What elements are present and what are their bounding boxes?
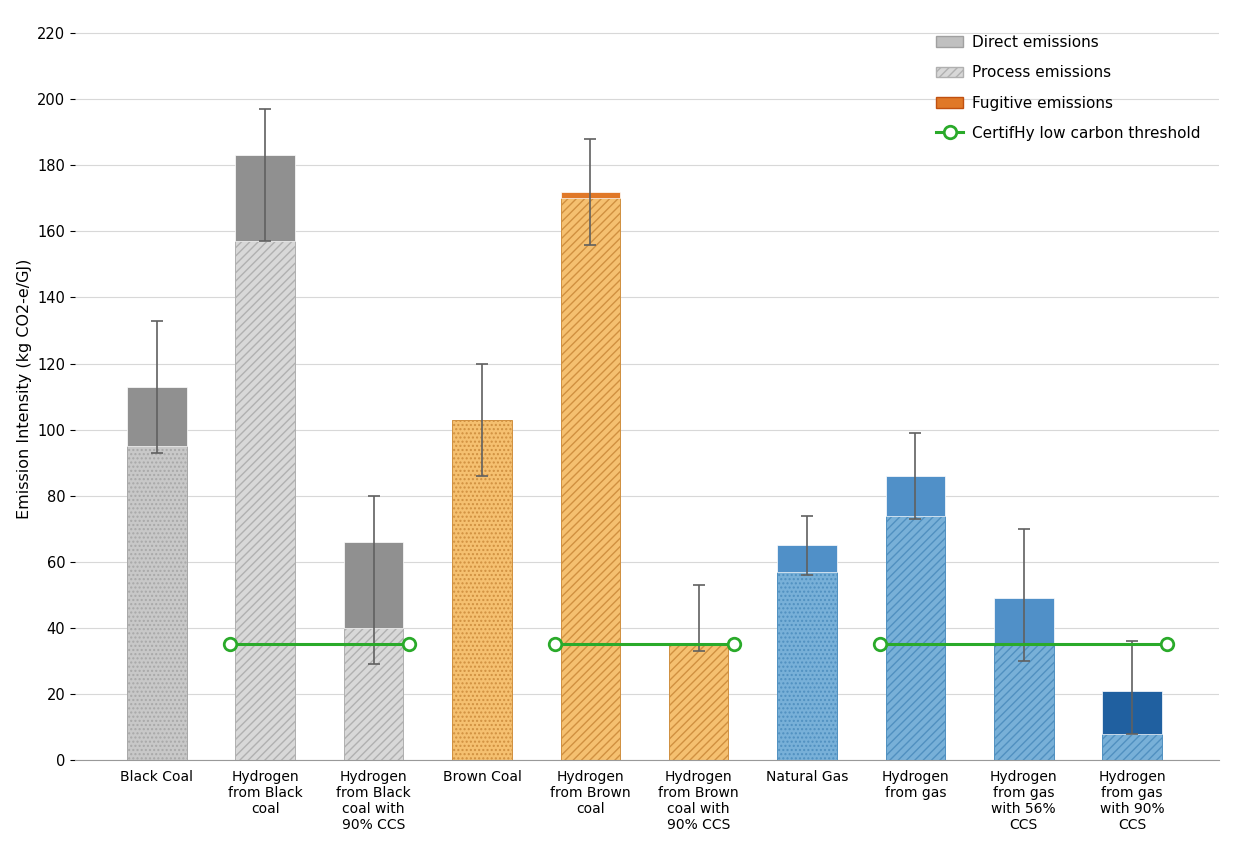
Bar bbox=[885, 515, 946, 760]
Bar bbox=[1103, 734, 1162, 760]
Bar bbox=[235, 155, 295, 241]
Legend: Direct emissions, Process emissions, Fugitive emissions, CertifHy low carbon thr: Direct emissions, Process emissions, Fug… bbox=[929, 29, 1208, 147]
Bar bbox=[885, 476, 946, 515]
Bar bbox=[1103, 690, 1162, 734]
Bar bbox=[994, 599, 1053, 644]
Bar bbox=[560, 192, 620, 199]
Bar bbox=[127, 386, 187, 447]
Bar bbox=[344, 542, 403, 628]
Bar bbox=[235, 241, 295, 760]
Bar bbox=[669, 644, 728, 760]
Bar bbox=[994, 644, 1053, 760]
Bar bbox=[127, 447, 187, 760]
Bar bbox=[560, 199, 620, 760]
Bar bbox=[452, 419, 512, 760]
Bar bbox=[777, 545, 837, 571]
Bar bbox=[344, 628, 403, 760]
Y-axis label: Emission Intensity (kg CO2-e/GJ): Emission Intensity (kg CO2-e/GJ) bbox=[16, 258, 32, 519]
Bar bbox=[777, 571, 837, 760]
